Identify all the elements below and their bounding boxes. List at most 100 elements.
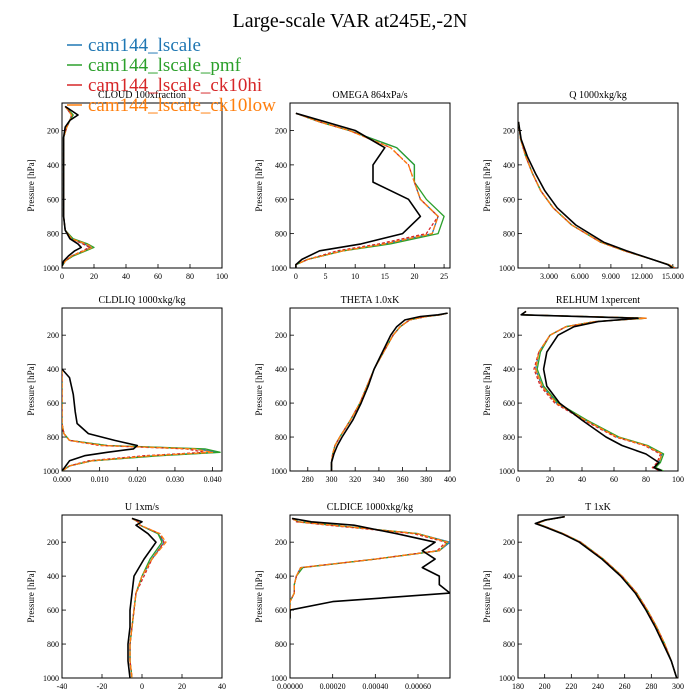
y-tick-label: 1000: [43, 674, 59, 683]
y-axis-label: Pressure [hPa]: [254, 570, 264, 622]
x-tick-label: 0.00000: [277, 682, 303, 691]
x-tick-label: 300: [325, 475, 337, 484]
x-tick-label: 0.00060: [405, 682, 431, 691]
y-tick-label: 1000: [271, 467, 287, 476]
y-tick-label: 600: [275, 606, 287, 615]
y-tick-label: 800: [503, 230, 515, 239]
panel-5: THETA 1.0xK Pressure [hPa] 280 300 320 340 360…: [254, 295, 456, 484]
x-tick-label: 0.030: [166, 475, 184, 484]
x-tick-label: 360: [397, 475, 409, 484]
x-tick-label: 20: [90, 272, 98, 281]
x-tick-label: 0: [294, 272, 298, 281]
panel-title: U 1xm/s: [125, 502, 159, 513]
y-axis-label: Pressure [hPa]: [482, 363, 492, 415]
x-tick-label: 20: [410, 272, 418, 281]
series-line-2: [520, 310, 665, 471]
x-tick-label: 0.020: [128, 475, 146, 484]
x-tick-label: -20: [97, 682, 108, 691]
series-line-4: [536, 516, 678, 678]
y-tick-label: 800: [275, 433, 287, 442]
series-line-4: [295, 112, 439, 268]
y-tick-label: 800: [275, 640, 287, 649]
x-tick-label: 40: [122, 272, 130, 281]
panel-title: THETA 1.0xK: [341, 295, 400, 306]
y-tick-label: 800: [503, 433, 515, 442]
panel-2: OMEGA 864xPa/s Pressure [hPa] 0 5 10 15 20 25 20…: [254, 90, 451, 281]
panel-title: CLOUD 100xfraction: [98, 90, 186, 101]
y-tick-label: 1000: [499, 674, 515, 683]
series-line-3: [536, 516, 678, 678]
x-tick-label: 300: [672, 682, 684, 691]
y-axis-label: Pressure [hPa]: [26, 363, 36, 415]
y-tick-label: 200: [503, 331, 515, 340]
x-tick-label: 15: [381, 272, 389, 281]
y-tick-label: 200: [275, 538, 287, 547]
x-tick-label: 3.000: [540, 272, 558, 281]
x-tick-label: 25: [440, 272, 448, 281]
x-tick-label: 320: [349, 475, 361, 484]
y-axis-label: Pressure [hPa]: [482, 570, 492, 622]
panel-title: OMEGA 864xPa/s: [332, 90, 407, 101]
panel-title: T 1xK: [585, 502, 611, 513]
x-tick-label: 0.010: [91, 475, 109, 484]
y-tick-label: 400: [503, 572, 515, 581]
legend-entry: cam144_lscale_pmf: [88, 55, 242, 76]
x-tick-label: 12.000: [631, 272, 653, 281]
x-tick-label: 20: [546, 475, 554, 484]
x-tick-label: -40: [57, 682, 68, 691]
x-tick-label: 240: [592, 682, 604, 691]
x-tick-label: 40: [218, 682, 226, 691]
y-axis-label: Pressure [hPa]: [26, 159, 36, 211]
y-tick-label: 400: [47, 161, 59, 170]
panel-grid: CLOUD 100xfraction Pressure [hPa] 0 20 40 60 8…: [26, 90, 684, 691]
y-tick-label: 200: [503, 538, 515, 547]
reference-line: [518, 121, 674, 268]
panel-1: CLOUD 100xfraction Pressure [hPa] 0 20 40 60 8…: [26, 90, 228, 281]
y-tick-label: 200: [47, 538, 59, 547]
reference-line: [62, 105, 82, 267]
y-tick-label: 800: [275, 230, 287, 239]
panel-4: CLDLIQ 1000xkg/kg Pressure [hPa] 0.000 0.01…: [26, 295, 223, 484]
x-tick-label: 40: [578, 475, 586, 484]
y-tick-label: 1000: [271, 264, 287, 273]
reference-line: [290, 517, 450, 619]
plot-frame: [517, 307, 679, 472]
y-tick-label: 400: [275, 365, 287, 374]
x-tick-label: 20: [178, 682, 186, 691]
x-tick-label: 0.000: [53, 475, 71, 484]
x-tick-label: 0: [60, 272, 64, 281]
x-tick-label: 100: [216, 272, 228, 281]
y-tick-label: 800: [47, 230, 59, 239]
x-tick-label: 10: [351, 272, 359, 281]
legend: cam144_lscalecam144_lscale_pmfcam144_lsc…: [67, 35, 276, 116]
legend-entry: cam144_lscale_ck10low: [88, 95, 276, 116]
x-tick-label: 80: [186, 272, 194, 281]
y-tick-label: 800: [503, 640, 515, 649]
series-line-3: [520, 310, 662, 471]
series-line-3: [518, 121, 676, 268]
x-tick-label: 200: [539, 682, 551, 691]
y-tick-label: 1000: [43, 467, 59, 476]
series-line-2: [536, 516, 678, 678]
y-tick-label: 600: [275, 399, 287, 408]
x-tick-label: 5: [324, 272, 328, 281]
plot-frame: [289, 102, 451, 269]
y-axis-label: Pressure [hPa]: [26, 570, 36, 622]
legend-entry: cam144_lscale_ck10hi: [88, 75, 262, 96]
y-axis-label: Pressure [hPa]: [254, 159, 264, 211]
y-tick-label: 400: [503, 365, 515, 374]
series-line-2: [518, 121, 676, 268]
panel-9: T 1xK Pressure [hPa] 180 200 220 240 260 280 300…: [482, 502, 684, 691]
y-tick-label: 600: [503, 399, 515, 408]
y-tick-label: 600: [275, 195, 287, 204]
y-tick-label: 200: [275, 127, 287, 136]
y-axis-label: Pressure [hPa]: [254, 363, 264, 415]
legend-entry: cam144_lscale: [88, 35, 201, 56]
y-tick-label: 400: [47, 572, 59, 581]
y-tick-label: 200: [275, 331, 287, 340]
reference-line: [520, 310, 663, 471]
x-tick-label: 15.000: [662, 272, 684, 281]
x-tick-label: 0.00020: [320, 682, 346, 691]
panel-title: CLDICE 1000xkg/kg: [327, 502, 413, 513]
